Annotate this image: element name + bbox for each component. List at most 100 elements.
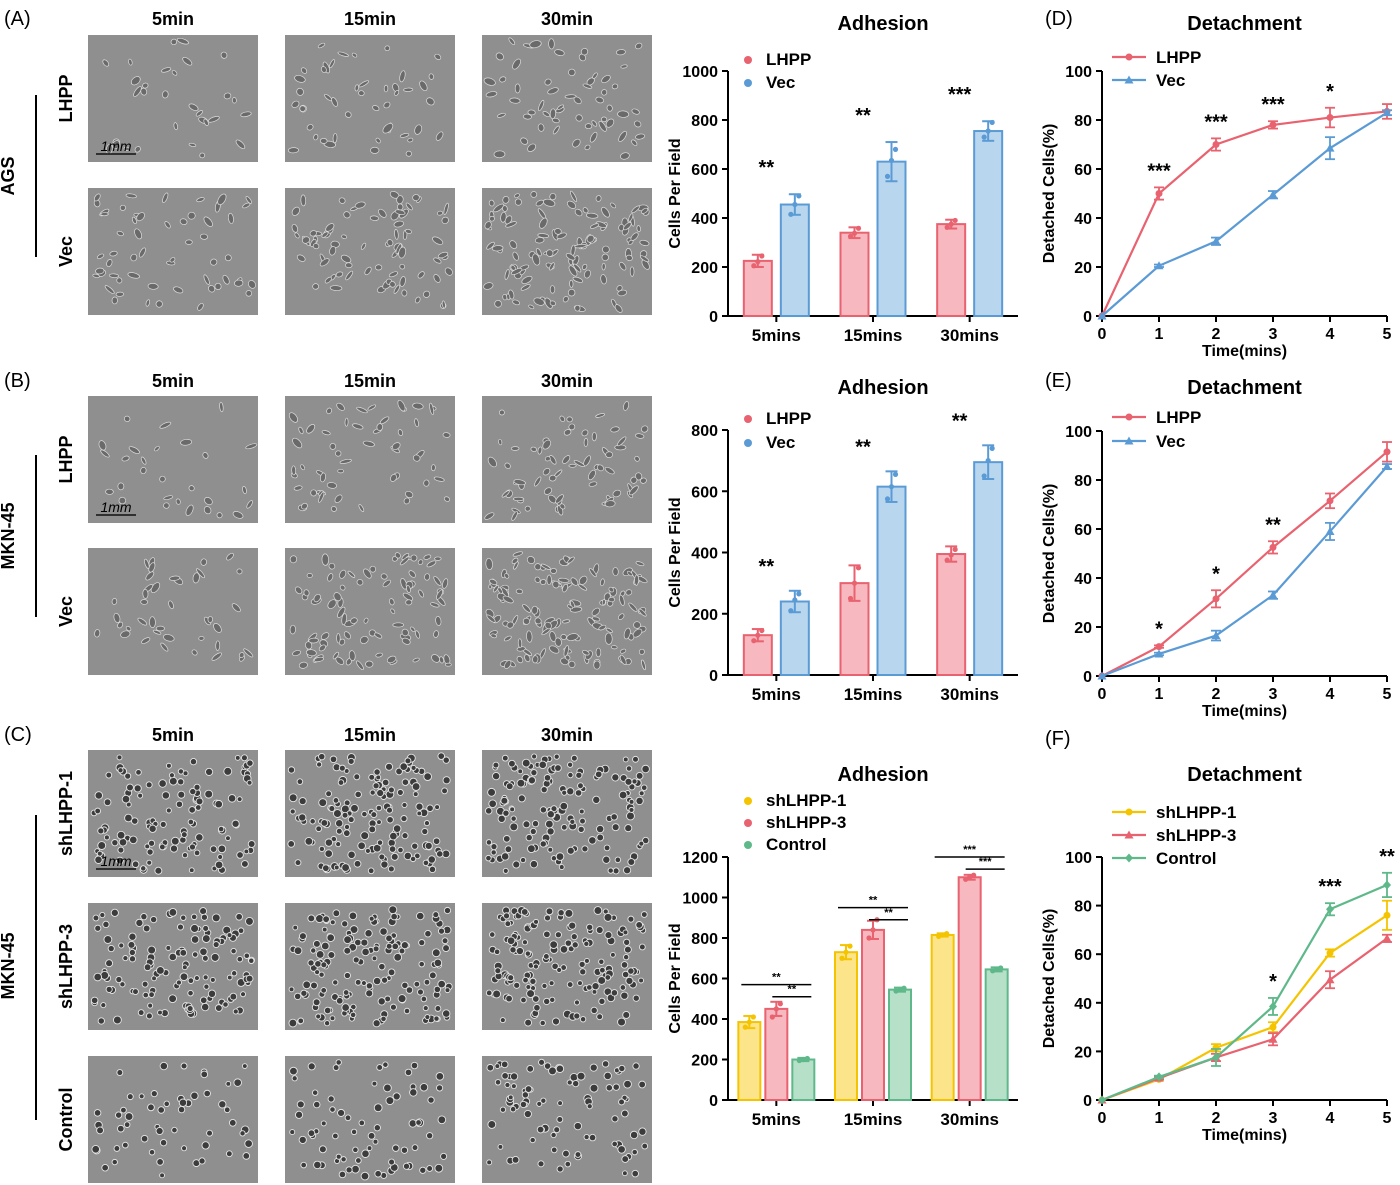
cell-mark — [384, 45, 391, 52]
cell-mark — [213, 623, 222, 633]
cell-mark — [562, 455, 571, 464]
cell-mark — [386, 816, 394, 824]
cell-mark — [318, 644, 326, 652]
cell-mark — [320, 66, 327, 73]
cell-mark — [548, 1066, 557, 1076]
cell-mark — [163, 502, 170, 509]
cell-mark — [420, 995, 428, 1003]
cell-mark — [622, 1170, 628, 1177]
cell-mark — [117, 482, 125, 491]
cell-mark — [109, 250, 118, 257]
cell-mark — [486, 1063, 495, 1072]
y-tick-label: 1200 — [682, 850, 718, 867]
cell-mark — [159, 475, 166, 483]
cell-mark — [543, 774, 552, 782]
cell-mark — [193, 783, 201, 791]
cell-mark — [199, 947, 208, 957]
cell-mark — [135, 769, 142, 776]
cell-mark — [433, 257, 442, 264]
cell-mark — [394, 229, 399, 240]
legend-label: shLHPP-3 — [1156, 826, 1236, 845]
cell-mark — [631, 1148, 638, 1156]
cell-mark — [163, 1100, 170, 1108]
cell-mark — [554, 764, 562, 772]
cell-mark — [418, 939, 426, 947]
cell-mark — [485, 989, 493, 997]
cell-mark — [151, 975, 157, 982]
cell-mark — [337, 468, 344, 474]
cell-mark — [209, 845, 218, 853]
cell-mark — [430, 602, 440, 608]
cell-mark — [558, 577, 570, 583]
cell-mark — [543, 1062, 552, 1070]
cell-mark — [529, 977, 537, 985]
y-axis-label: Cells Per Field — [667, 923, 684, 1033]
cell-mark — [528, 304, 535, 310]
cell-mark — [487, 787, 496, 797]
cell-mark — [156, 1158, 164, 1166]
cell-mark — [202, 925, 210, 932]
cell-mark — [437, 979, 446, 989]
cell-mark — [145, 781, 153, 789]
cell-mark — [409, 855, 417, 863]
cell-mark — [573, 1012, 581, 1020]
data-point — [948, 552, 954, 558]
cell-mark — [611, 823, 620, 832]
cell-mark — [513, 479, 526, 486]
cell-mark — [506, 621, 514, 629]
cell-mark — [638, 790, 645, 797]
data-point — [994, 966, 1000, 972]
cell-mark — [331, 97, 338, 107]
data-point — [936, 933, 942, 939]
cell-mark — [341, 863, 350, 872]
cell-mark — [562, 1149, 570, 1158]
cell-mark — [202, 974, 209, 981]
cell-mark — [502, 595, 514, 604]
cell-mark — [555, 852, 565, 861]
data-point — [1382, 462, 1392, 471]
cell-mark — [332, 133, 338, 144]
y-tick-label: 60 — [1074, 947, 1092, 964]
cell-mark — [176, 923, 184, 931]
cell-mark — [439, 656, 445, 664]
cell-mark — [105, 985, 113, 993]
y-tick-label: 40 — [1074, 211, 1092, 228]
data-point — [1211, 631, 1221, 640]
cell-mark — [241, 860, 249, 868]
cell-mark — [549, 300, 556, 307]
cell-mark — [581, 263, 588, 270]
x-tick-label: 15mins — [844, 685, 903, 704]
cell-mark — [551, 117, 560, 124]
cell-mark — [325, 790, 333, 798]
cell-mark — [329, 755, 338, 764]
cell-mark — [531, 820, 540, 828]
cell-mark — [625, 976, 634, 985]
cell-mark — [399, 762, 408, 771]
cell-mark — [442, 756, 450, 764]
cell-mark — [617, 436, 627, 447]
cell-mark — [116, 1069, 124, 1076]
cell-mark — [383, 101, 391, 109]
cell-mark — [572, 276, 584, 283]
cell-mark — [564, 1160, 572, 1168]
bar-shLHPP-1 — [930, 933, 955, 1102]
cell-mark — [297, 1017, 305, 1025]
cell-mark — [536, 1100, 543, 1107]
bar-Vec — [876, 485, 907, 676]
micrograph — [88, 1056, 258, 1183]
cell-mark — [375, 652, 383, 658]
cell-mark — [569, 606, 583, 613]
y-tick-label: 60 — [1074, 522, 1092, 539]
cell-mark — [300, 194, 307, 207]
cell-mark — [423, 978, 431, 986]
cell-mark — [103, 935, 113, 944]
cell-mark — [593, 660, 601, 670]
cell-mark — [529, 827, 537, 835]
micrograph — [482, 903, 652, 1030]
cell-mark — [155, 625, 165, 632]
cell-mark — [135, 918, 144, 927]
cell-mark — [159, 820, 167, 828]
cell-mark — [318, 752, 326, 761]
chart-title: Detachment — [1187, 764, 1302, 786]
cell-mark — [300, 989, 308, 997]
